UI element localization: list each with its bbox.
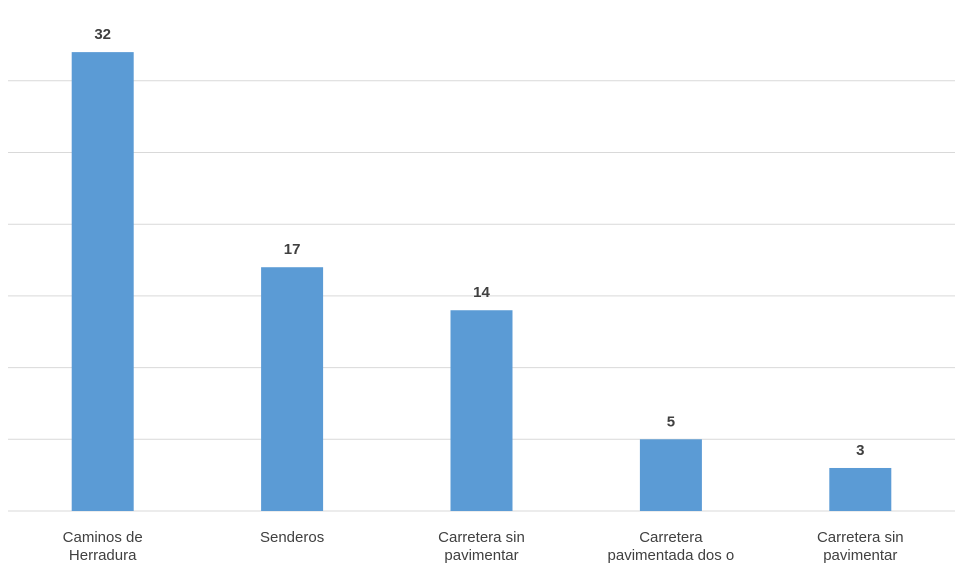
bar <box>71 52 134 512</box>
data-label: 3 <box>856 442 864 459</box>
category-labels: Caminos de Herradura Senderos Carretera sin… <box>63 529 904 564</box>
data-labels: 32 17 14 5 3 <box>94 26 864 459</box>
data-label: 14 <box>473 284 490 301</box>
data-label: 32 <box>94 26 111 43</box>
bar <box>829 467 892 511</box>
category-label: Caminos de Herradura <box>63 529 143 564</box>
bar <box>639 439 702 511</box>
category-label: Carretera pavimentada dos o <box>608 529 735 564</box>
data-label: 5 <box>667 413 675 430</box>
bar <box>261 267 324 511</box>
gridlines <box>8 80 955 512</box>
bar <box>450 310 513 511</box>
category-label: Carretera sin pavimentar <box>438 529 525 564</box>
bars <box>71 52 892 512</box>
data-label: 17 <box>284 241 301 258</box>
category-label: Senderos <box>260 529 324 546</box>
category-label: Carretera sin pavimentar <box>817 529 904 564</box>
